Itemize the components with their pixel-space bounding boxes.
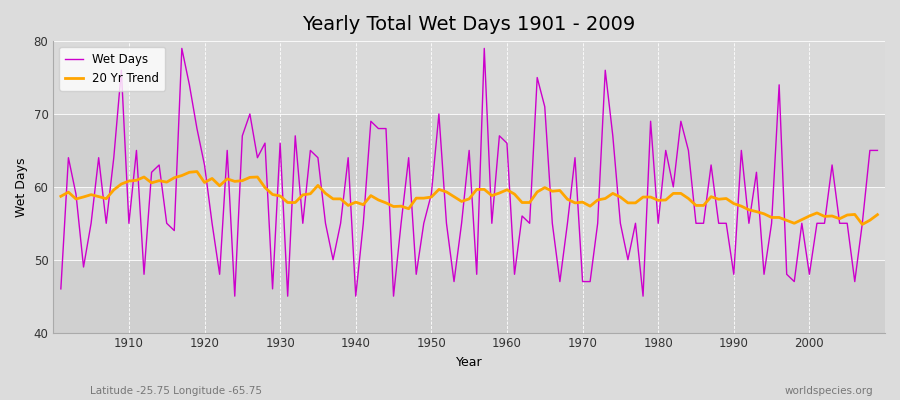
Wet Days bbox=[56, 286, 67, 291]
Text: Latitude -25.75 Longitude -65.75: Latitude -25.75 Longitude -65.75 bbox=[90, 386, 262, 396]
20 Yr Trend bbox=[509, 192, 520, 196]
Wet Days bbox=[343, 155, 354, 160]
Wet Days bbox=[116, 68, 127, 73]
Legend: Wet Days, 20 Yr Trend: Wet Days, 20 Yr Trend bbox=[59, 47, 166, 91]
Wet Days bbox=[517, 214, 527, 218]
20 Yr Trend bbox=[599, 196, 610, 201]
Bar bbox=[53, 260, 885, 332]
Wet Days bbox=[872, 148, 883, 153]
Bar bbox=[53, 41, 885, 114]
20 Yr Trend bbox=[116, 182, 127, 186]
Bar bbox=[53, 114, 885, 187]
Wet Days bbox=[176, 46, 187, 51]
Wet Days bbox=[608, 134, 618, 138]
Text: worldspecies.org: worldspecies.org bbox=[785, 386, 873, 396]
X-axis label: Year: Year bbox=[455, 356, 482, 369]
Line: Wet Days: Wet Days bbox=[61, 48, 878, 296]
20 Yr Trend bbox=[335, 196, 346, 201]
20 Yr Trend bbox=[56, 194, 67, 199]
Y-axis label: Wet Days: Wet Days bbox=[15, 157, 28, 216]
20 Yr Trend bbox=[872, 212, 883, 217]
Bar bbox=[53, 187, 885, 260]
20 Yr Trend bbox=[290, 200, 301, 205]
Wet Days bbox=[509, 272, 520, 277]
20 Yr Trend bbox=[857, 222, 868, 227]
20 Yr Trend bbox=[192, 169, 202, 174]
Title: Yearly Total Wet Days 1901 - 2009: Yearly Total Wet Days 1901 - 2009 bbox=[302, 15, 635, 34]
20 Yr Trend bbox=[501, 187, 512, 192]
Wet Days bbox=[297, 221, 308, 226]
Wet Days bbox=[230, 294, 240, 298]
Line: 20 Yr Trend: 20 Yr Trend bbox=[61, 172, 878, 224]
